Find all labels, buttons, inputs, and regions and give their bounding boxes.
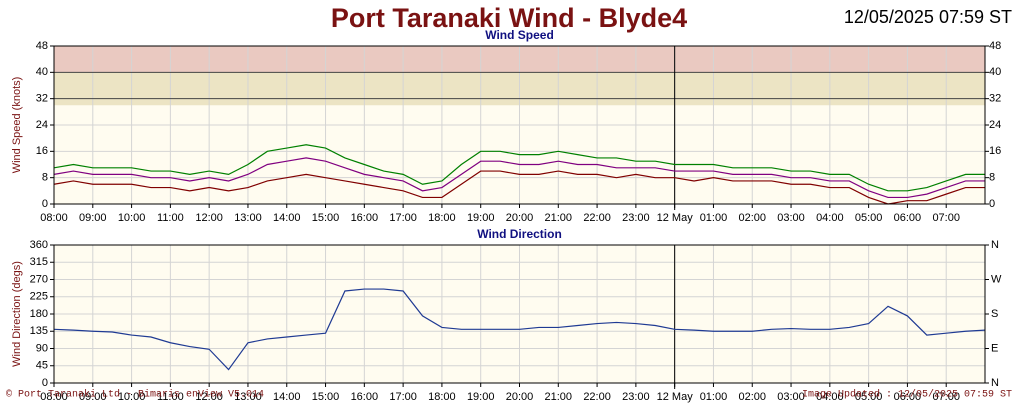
x-tick-label: 14:00 bbox=[273, 212, 301, 224]
y2-tick-label: N bbox=[991, 377, 999, 389]
x-tick-label: 22:00 bbox=[583, 212, 611, 224]
y-tick-label: 0 bbox=[42, 198, 48, 210]
x-tick-label: 08:00 bbox=[40, 212, 68, 224]
chart-subtitle: Wind Direction bbox=[477, 227, 562, 241]
y-tick-label: 90 bbox=[36, 342, 48, 354]
x-tick-label: 21:00 bbox=[545, 212, 573, 224]
y2-tick-label: N bbox=[991, 239, 999, 251]
x-tick-label: 23:00 bbox=[622, 391, 650, 403]
y-axis-label: Wind Speed (knots) bbox=[11, 77, 23, 174]
series-line bbox=[53, 157, 985, 199]
x-tick-label: 03:00 bbox=[777, 212, 805, 224]
x-tick-label: 02:00 bbox=[738, 212, 766, 224]
y-tick-label: 24 bbox=[36, 119, 48, 131]
y-tick-label: 40 bbox=[36, 66, 48, 78]
y-tick-label-right: 40 bbox=[989, 66, 1001, 78]
x-tick-label: 18:00 bbox=[428, 391, 456, 403]
x-tick-label: 05:00 bbox=[855, 212, 883, 224]
x-tick-label: 06:00 bbox=[894, 391, 922, 403]
x-tick-label: 03:00 bbox=[777, 391, 805, 403]
y-tick-label: 8 bbox=[42, 172, 48, 184]
plot-frame bbox=[53, 244, 986, 384]
x-tick-label: 11:00 bbox=[157, 212, 184, 224]
footer-left: © Port Taranaki Ltd - Bimaris enView V5.… bbox=[6, 389, 264, 401]
x-tick-label: 01:00 bbox=[700, 391, 728, 403]
page-title: Port Taranaki Wind - Blyde4 bbox=[331, 3, 687, 33]
x-tick-label: 08:00 bbox=[40, 391, 68, 403]
x-tick-label: 07:00 bbox=[932, 391, 960, 403]
x-tick-label: 10:00 bbox=[118, 212, 146, 224]
x-tick-label: 19:00 bbox=[467, 212, 495, 224]
x-tick-label: 07:00 bbox=[932, 212, 960, 224]
x-tick-label: 22:00 bbox=[583, 391, 611, 403]
x-tick-label: 12 May bbox=[657, 212, 694, 224]
x-tick-label: 10:00 bbox=[118, 391, 146, 403]
x-tick-label: 04:00 bbox=[816, 391, 844, 403]
x-tick-label: 13:00 bbox=[234, 212, 262, 224]
y-tick-label: 135 bbox=[30, 325, 48, 337]
x-tick-label: 01:00 bbox=[700, 212, 728, 224]
series-line bbox=[53, 288, 986, 371]
y2-tick-label: E bbox=[991, 342, 998, 354]
x-tick-label: 20:00 bbox=[506, 391, 534, 403]
y-tick-label-right: 32 bbox=[989, 93, 1001, 105]
x-tick-label: 23:00 bbox=[622, 212, 650, 224]
x-tick-label: 12 May bbox=[657, 391, 694, 403]
x-tick-label: 17:00 bbox=[389, 212, 417, 224]
x-tick-label: 15:00 bbox=[312, 212, 340, 224]
y-tick-label: 270 bbox=[30, 273, 48, 285]
x-tick-label: 20:00 bbox=[506, 212, 534, 224]
x-tick-label: 05:00 bbox=[855, 391, 883, 403]
series-line bbox=[53, 144, 985, 192]
x-tick-label: 13:00 bbox=[234, 391, 262, 403]
x-tick-label: 17:00 bbox=[389, 391, 417, 403]
x-tick-label: 11:00 bbox=[157, 391, 184, 403]
x-tick-label: 16:00 bbox=[351, 391, 379, 403]
charts: Wind Speed Wind Speed (knots) 08:00 09:00 10… bbox=[11, 28, 1002, 403]
x-tick-label: 09:00 bbox=[79, 212, 107, 224]
footer-right: Image Updated : 12/05/2025 07:59 ST bbox=[802, 389, 1012, 401]
y-tick-label: 32 bbox=[36, 93, 48, 105]
x-tick-label: 21:00 bbox=[545, 391, 573, 403]
x-tick-label: 02:00 bbox=[738, 391, 766, 403]
y-tick-label-right: 24 bbox=[989, 119, 1001, 131]
y-tick-label: 0 bbox=[42, 377, 48, 389]
x-tick-label: 09:00 bbox=[79, 391, 107, 403]
y-tick-label: 315 bbox=[30, 256, 48, 268]
y-tick-label-right: 48 bbox=[989, 40, 1001, 52]
x-tick-label: 06:00 bbox=[894, 212, 922, 224]
y-tick-label-right: 0 bbox=[989, 198, 995, 210]
x-tick-label: 18:00 bbox=[428, 212, 456, 224]
series-line bbox=[53, 170, 985, 205]
plot-frame bbox=[53, 45, 986, 205]
x-tick-label: 19:00 bbox=[467, 391, 495, 403]
x-tick-label: 15:00 bbox=[312, 391, 340, 403]
y-tick-label: 16 bbox=[36, 145, 48, 157]
y-tick-label: 360 bbox=[30, 239, 48, 251]
y2-tick-label: W bbox=[991, 273, 1002, 285]
y-tick-label-right: 8 bbox=[989, 172, 995, 184]
y-axis-label: Wind Direction (degs) bbox=[11, 261, 23, 367]
x-tick-label: 12:00 bbox=[195, 212, 223, 224]
x-tick-label: 04:00 bbox=[816, 212, 844, 224]
x-tick-label: 14:00 bbox=[273, 391, 301, 403]
timestamp: 12/05/2025 07:59 ST bbox=[844, 7, 1012, 27]
y-tick-label: 180 bbox=[30, 308, 48, 320]
x-tick-label: 16:00 bbox=[351, 212, 379, 224]
y-tick-label: 45 bbox=[36, 360, 48, 372]
x-tick-label: 12:00 bbox=[195, 391, 223, 403]
y-tick-label-right: 16 bbox=[989, 145, 1001, 157]
y-tick-label: 225 bbox=[30, 291, 48, 303]
y-tick-label: 48 bbox=[36, 40, 48, 52]
y2-tick-label: S bbox=[991, 308, 998, 320]
chart-subtitle: Wind Speed bbox=[485, 28, 554, 42]
